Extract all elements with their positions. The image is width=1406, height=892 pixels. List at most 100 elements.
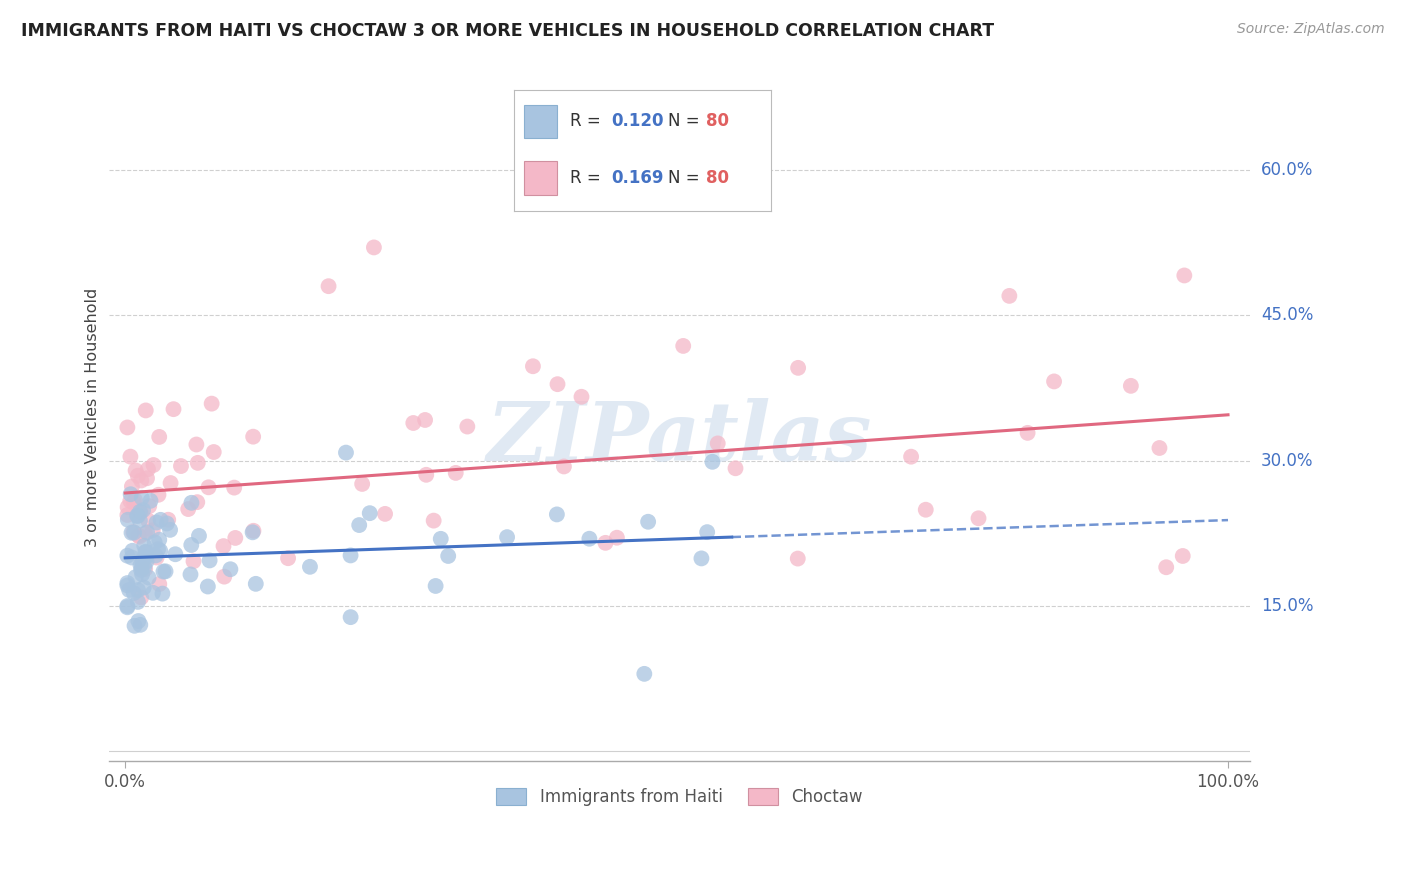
Point	[318, 279, 340, 293]
Point	[159, 476, 181, 491]
Point	[136, 525, 159, 540]
Point	[117, 420, 139, 434]
Legend: Immigrants from Haiti, Choctaw: Immigrants from Haiti, Choctaw	[488, 780, 870, 814]
Point	[242, 430, 264, 444]
Point	[117, 513, 139, 527]
Point	[127, 508, 149, 523]
Point	[152, 565, 174, 579]
Text: 45.0%: 45.0%	[1261, 306, 1313, 325]
Point	[706, 436, 728, 450]
Text: 30.0%: 30.0%	[1261, 451, 1313, 470]
Point	[339, 610, 361, 624]
Point	[724, 461, 747, 475]
Point	[224, 481, 246, 495]
Point	[149, 513, 172, 527]
Point	[1173, 268, 1195, 283]
Point	[132, 581, 155, 595]
Point	[787, 360, 810, 375]
Point	[124, 463, 146, 477]
Point	[1154, 560, 1177, 574]
Point	[122, 495, 145, 509]
Point	[1149, 441, 1171, 455]
Point	[188, 529, 211, 543]
Point	[159, 523, 181, 537]
Point	[637, 515, 659, 529]
Point	[425, 579, 447, 593]
Point	[179, 567, 201, 582]
Point	[121, 479, 143, 493]
Point	[422, 514, 444, 528]
Point	[1043, 375, 1066, 389]
Point	[437, 549, 460, 563]
Point	[134, 562, 156, 576]
Point	[224, 531, 246, 545]
Text: 15.0%: 15.0%	[1261, 597, 1313, 615]
Point	[134, 539, 156, 553]
Point	[143, 535, 166, 549]
Point	[118, 582, 141, 597]
Point	[120, 487, 142, 501]
Point	[135, 554, 157, 568]
Point	[786, 551, 808, 566]
Point	[165, 547, 187, 561]
Point	[117, 599, 139, 613]
Point	[162, 402, 184, 417]
Point	[145, 550, 167, 565]
Point	[444, 466, 467, 480]
Point	[132, 503, 155, 517]
Point	[127, 582, 149, 597]
Point	[672, 339, 695, 353]
Point	[127, 595, 149, 609]
Point	[339, 549, 361, 563]
Point	[117, 600, 139, 615]
Point	[129, 474, 152, 488]
Point	[142, 586, 165, 600]
Point	[149, 543, 172, 558]
Point	[134, 559, 156, 574]
Point	[1119, 379, 1142, 393]
Point	[135, 403, 157, 417]
Point	[702, 455, 724, 469]
Point	[578, 532, 600, 546]
Point	[145, 516, 167, 530]
Point	[122, 525, 145, 540]
Point	[127, 468, 149, 483]
Point	[998, 289, 1021, 303]
Point	[131, 491, 153, 505]
Point	[136, 462, 159, 476]
Point	[547, 377, 569, 392]
Point	[690, 551, 713, 566]
Point	[142, 523, 165, 537]
Point	[187, 456, 209, 470]
Point	[1171, 549, 1194, 563]
Point	[129, 591, 152, 605]
Point	[120, 494, 142, 508]
Text: IMMIGRANTS FROM HAITI VS CHOCTAW 3 OR MORE VEHICLES IN HOUSEHOLD CORRELATION CHA: IMMIGRANTS FROM HAITI VS CHOCTAW 3 OR MO…	[21, 22, 994, 40]
Y-axis label: 3 or more Vehicles in Household: 3 or more Vehicles in Household	[86, 287, 100, 547]
Point	[180, 496, 202, 510]
Point	[363, 240, 385, 254]
Point	[117, 578, 139, 592]
Point	[135, 550, 157, 565]
Point	[347, 518, 370, 533]
Point	[212, 569, 235, 583]
Point	[1017, 425, 1039, 440]
Point	[128, 514, 150, 528]
Point	[352, 477, 374, 491]
Point	[900, 450, 922, 464]
Text: Source: ZipAtlas.com: Source: ZipAtlas.com	[1237, 22, 1385, 37]
Point	[967, 511, 990, 525]
Point	[148, 533, 170, 547]
Point	[201, 397, 224, 411]
Point	[136, 471, 159, 485]
Point	[131, 567, 153, 582]
Point	[145, 549, 167, 563]
Point	[429, 532, 451, 546]
Point	[245, 577, 267, 591]
Point	[374, 507, 396, 521]
Point	[219, 562, 242, 576]
Point	[177, 502, 200, 516]
Point	[277, 551, 299, 566]
Point	[186, 437, 208, 451]
Point	[415, 467, 437, 482]
